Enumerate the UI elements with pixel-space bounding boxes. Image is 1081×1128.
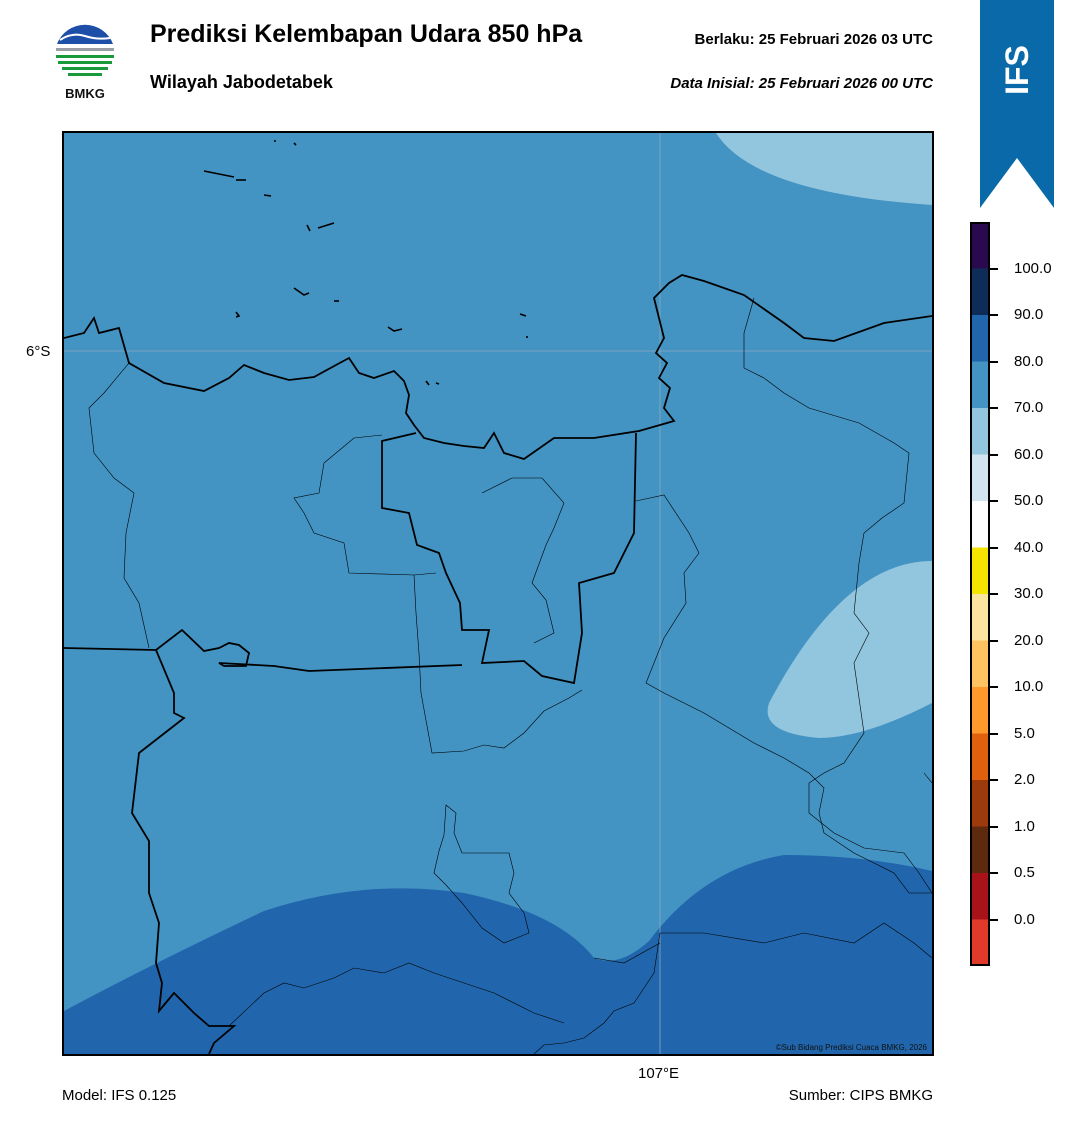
colorbar-tick-label: 90.0 xyxy=(1014,306,1044,323)
island-group xyxy=(203,140,528,386)
humidity-80-90-area xyxy=(64,855,932,1054)
colorbar-tick xyxy=(990,918,998,921)
colorbar-tick-label: 70.0 xyxy=(1014,399,1044,416)
colorbar-segment xyxy=(970,268,990,316)
colorbar-tick-label: 5.0 xyxy=(1014,724,1035,742)
colorbar-tick xyxy=(990,407,998,409)
colorbar-tick-label: 50.0 xyxy=(1014,492,1044,509)
map-canvas: ©Sub Bidang Prediksi Cuaca BMKG, 2026 xyxy=(64,133,932,1054)
colorbar-segment xyxy=(970,361,990,409)
colorbar-tick-label: 0.5 xyxy=(1014,864,1035,881)
colorbar-tick-label: 100.0 xyxy=(1014,259,1052,277)
colorbar-segment xyxy=(970,501,990,548)
colorbar-tick xyxy=(990,267,998,270)
model-label: Model: IFS 0.125 xyxy=(62,1087,177,1104)
colorbar-segment xyxy=(970,408,990,455)
ifs-ribbon: IFS xyxy=(980,0,1054,210)
humidity-60-70-area-ne xyxy=(716,133,932,205)
colorbar-segment xyxy=(970,547,990,595)
colorbar-tick-label: 1.0 xyxy=(1014,817,1035,835)
map-copyright: ©Sub Bidang Prediksi Cuaca BMKG, 2026 xyxy=(776,1043,928,1052)
colorbar-segment xyxy=(970,919,990,967)
map-title: Prediksi Kelembapan Udara 850 hPa xyxy=(150,20,583,48)
district-boundaries xyxy=(88,297,932,1054)
bmkg-logo: BMKG xyxy=(52,20,118,102)
lon-label: 107°E xyxy=(638,1065,680,1082)
colorbar-tick-label: 20.0 xyxy=(1014,631,1044,649)
colorbar-tick xyxy=(990,639,998,642)
colorbar-segment xyxy=(970,780,990,827)
valid-time: Berlaku: 25 Februari 2026 03 UTC xyxy=(694,31,933,48)
colorbar-tick xyxy=(990,732,998,735)
colorbar-tick xyxy=(990,825,998,828)
colorbar-segment xyxy=(970,826,990,874)
humidity-colorbar xyxy=(970,222,990,967)
colorbar-tick xyxy=(990,686,998,688)
coastline xyxy=(64,274,932,460)
colorbar-tick xyxy=(990,360,998,363)
colorbar-tick xyxy=(990,500,998,502)
colorbar-tick-label: 2.0 xyxy=(1014,771,1035,788)
init-time: Data Inisial: 25 Februari 2026 00 UTC xyxy=(670,75,933,92)
colorbar-tick-label: 0.0 xyxy=(1014,910,1035,928)
lat-label: 6°S xyxy=(26,343,51,360)
colorbar-segment xyxy=(970,733,990,781)
colorbar-tick-label: 60.0 xyxy=(1014,445,1044,463)
colorbar-tick xyxy=(990,593,998,595)
map-subtitle: Wilayah Jabodetabek xyxy=(150,72,333,92)
colorbar-tick-label: 40.0 xyxy=(1014,538,1044,556)
colorbar-tick xyxy=(990,453,998,456)
colorbar-segment xyxy=(970,222,990,269)
colorbar-segment xyxy=(970,687,990,734)
colorbar-border xyxy=(970,222,990,966)
colorbar-segment xyxy=(970,594,990,641)
colorbar-segment xyxy=(970,640,990,688)
colorbar-tick xyxy=(990,314,998,316)
colorbar-tick-label: 10.0 xyxy=(1014,678,1044,695)
colorbar-segment xyxy=(970,454,990,502)
logo-text: BMKG xyxy=(65,86,105,101)
colorbar-segment xyxy=(970,315,990,362)
colorbar-tick xyxy=(990,779,998,781)
colorbar-tick-label: 30.0 xyxy=(1014,585,1044,602)
colorbar-tick xyxy=(990,872,998,874)
source-label: Sumber: CIPS BMKG xyxy=(788,1087,933,1104)
humidity-map: ©Sub Bidang Prediksi Cuaca BMKG, 2026 xyxy=(62,131,934,1056)
colorbar-tick xyxy=(990,546,998,549)
province-border-west xyxy=(131,649,237,1054)
ribbon-text: IFS xyxy=(999,45,1035,95)
colorbar-tick-label: 80.0 xyxy=(1014,352,1044,370)
colorbar-strip xyxy=(970,222,990,967)
humidity-60-70-area-e xyxy=(767,561,932,738)
colorbar-segment xyxy=(970,873,990,920)
